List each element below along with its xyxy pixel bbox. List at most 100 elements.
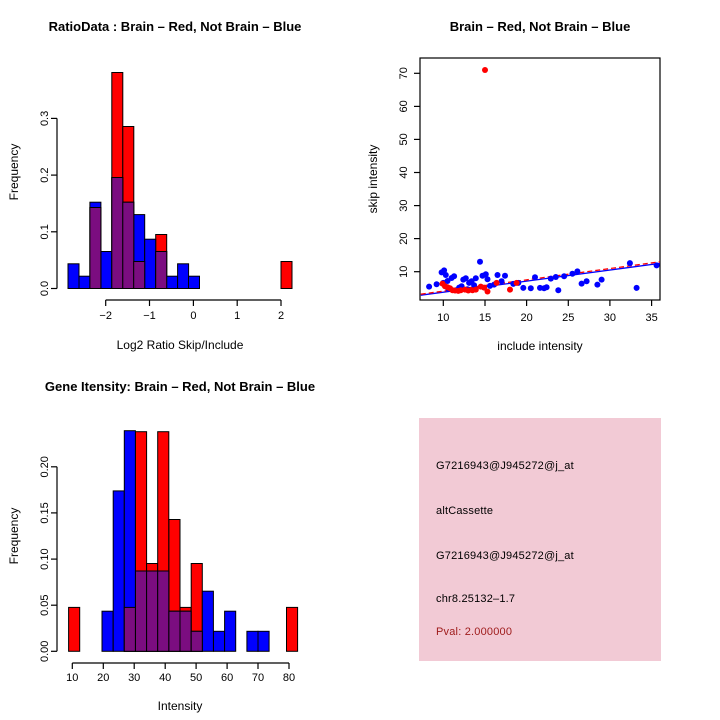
- x-tick-label: 60: [221, 672, 233, 684]
- x-tick-label: 40: [159, 672, 171, 684]
- x-tick-label: 10: [437, 312, 449, 324]
- scatter-point-blue: [543, 284, 550, 291]
- histogram-bar-overlap: [155, 251, 168, 289]
- scatter-point-blue: [484, 276, 491, 283]
- histogram-bar-blue: [257, 630, 270, 652]
- histogram-bar-overlap: [190, 630, 203, 652]
- y-tick-label: 50: [398, 133, 410, 145]
- histogram-bar-overlap: [135, 570, 148, 652]
- x-tick-label: 70: [252, 672, 264, 684]
- y-axis: [51, 466, 58, 652]
- scatter-point-blue: [561, 273, 568, 280]
- scatter-point-blue: [547, 275, 554, 282]
- scatter-point-red: [482, 67, 488, 73]
- scatter-point-blue: [653, 262, 660, 269]
- scatter-point-blue: [552, 274, 559, 280]
- y-tick-label: 0.20: [39, 456, 51, 477]
- scatter-point-blue: [520, 284, 527, 291]
- x-tick-label: 80: [283, 672, 295, 684]
- scatter-point-red: [472, 286, 479, 293]
- x-tick-label: 25: [562, 312, 574, 324]
- x-tick-label: 35: [645, 312, 657, 324]
- scatter-point-blue: [626, 260, 633, 267]
- histogram-bar-red: [280, 261, 293, 289]
- scatter-point-blue: [502, 272, 508, 279]
- scatter-point-blue: [433, 281, 440, 288]
- scatter-point-blue: [441, 267, 448, 274]
- gene-histogram-svg: 0.00 0.05 0.10 0.15 0.20 10 20 30 40 50 60 70 80 Gene…: [7, 379, 315, 713]
- intensity-scatter-panel: 10 20 30 40 50 60 70 10 15 20 25 30 35 Brain – Red, N…: [360, 0, 720, 360]
- y-tick-label: 40: [398, 166, 410, 178]
- scatter-point-blue: [578, 280, 585, 287]
- gene-histogram-panel: 0.00 0.05 0.10 0.15 0.20 10 20 30 40 50 60 70 80 Gene…: [0, 360, 360, 720]
- histogram-bar-red: [68, 606, 81, 652]
- x-tick-label: 10: [66, 672, 78, 684]
- scatter-point-blue: [569, 270, 576, 277]
- scatter-points: [426, 67, 660, 295]
- scatter-point-blue: [498, 278, 505, 285]
- histogram-bar-blue: [112, 490, 125, 652]
- x-axis: [442, 300, 653, 306]
- x-axis-label: Intensity: [158, 699, 203, 713]
- y-tick-label: 0.2: [39, 167, 51, 182]
- scatter-point-blue: [477, 258, 483, 265]
- scatter-point-red: [481, 284, 488, 291]
- panel-title: RatioData : Brain – Red, Not Brain – Blu…: [49, 19, 302, 34]
- scatter-point-blue: [426, 283, 433, 290]
- scatter-point-blue: [633, 284, 640, 291]
- histogram-bar-blue: [67, 263, 80, 289]
- scatter-point-blue: [482, 271, 489, 278]
- histogram-bars: [67, 72, 293, 290]
- x-tick-label: 15: [479, 312, 491, 324]
- x-tick-label: 20: [97, 672, 109, 684]
- scatter-point-red: [484, 288, 491, 295]
- y-tick-label: 0.15: [39, 502, 51, 523]
- probe-id-text: G7216943@J945272@j_at: [436, 460, 574, 472]
- splice-type-text: altCassette: [436, 505, 494, 517]
- x-tick-label: 0: [190, 310, 196, 322]
- histogram-bar-overlap: [122, 201, 135, 289]
- histogram-bar-overlap: [146, 570, 159, 652]
- x-tick-label: 2: [278, 310, 284, 322]
- y-tick-label: 0.00: [39, 641, 51, 662]
- histogram-bar-blue: [177, 263, 190, 289]
- scatter-point-blue: [532, 274, 538, 281]
- histogram-bar-red: [286, 606, 299, 652]
- plot-box: [419, 57, 661, 301]
- y-tick-label: 0.0: [39, 281, 51, 296]
- histogram-bar-overlap: [111, 177, 124, 289]
- panel-title: Brain – Red, Not Brain – Blue: [450, 19, 631, 34]
- histogram-bar-blue: [213, 630, 226, 652]
- y-tick-label: 0.10: [39, 548, 51, 569]
- scatter-point-blue: [494, 272, 501, 278]
- y-tick-label: 0.3: [39, 111, 51, 126]
- ratio-histogram-svg: 0.0 0.1 0.2 0.3 −2 −1 0 1 2 RatioData : Brain – R…: [7, 19, 302, 352]
- x-tick-label: −1: [143, 310, 156, 322]
- x-tick-label: 30: [604, 312, 616, 324]
- y-tick-label: 30: [398, 199, 410, 211]
- histogram-bar-blue: [166, 275, 179, 290]
- x-axis: [105, 299, 282, 306]
- histogram-bar-blue: [224, 610, 237, 652]
- histogram-bar-overlap: [157, 570, 170, 652]
- x-tick-label: −2: [99, 310, 112, 322]
- scatter-point-blue: [555, 287, 562, 294]
- x-tick-label: 1: [234, 310, 240, 322]
- histogram-bar-blue: [188, 275, 200, 290]
- x-tick-label: 30: [128, 672, 140, 684]
- x-axis-label: Log2 Ratio Skip/Include: [117, 338, 244, 352]
- y-axis-label: skip intensity: [366, 145, 380, 214]
- pval-text: Pval: 2.000000: [436, 626, 513, 638]
- histogram-bars: [68, 430, 299, 652]
- x-tick-label: 20: [520, 312, 532, 324]
- histogram-bar-overlap: [179, 610, 192, 652]
- histogram-bar-overlap: [89, 207, 102, 289]
- info-panel: G7216943@J945272@j_at altCassette G72169…: [360, 360, 720, 720]
- scatter-point-blue: [462, 275, 469, 282]
- location-text: chr8.25132–1.7: [436, 593, 516, 605]
- scatter-point-blue: [594, 281, 601, 288]
- x-tick-label: 50: [190, 672, 202, 684]
- histogram-bar-overlap: [168, 610, 181, 652]
- histogram-bar-blue: [100, 251, 113, 289]
- histogram-bar-overlap: [133, 261, 146, 289]
